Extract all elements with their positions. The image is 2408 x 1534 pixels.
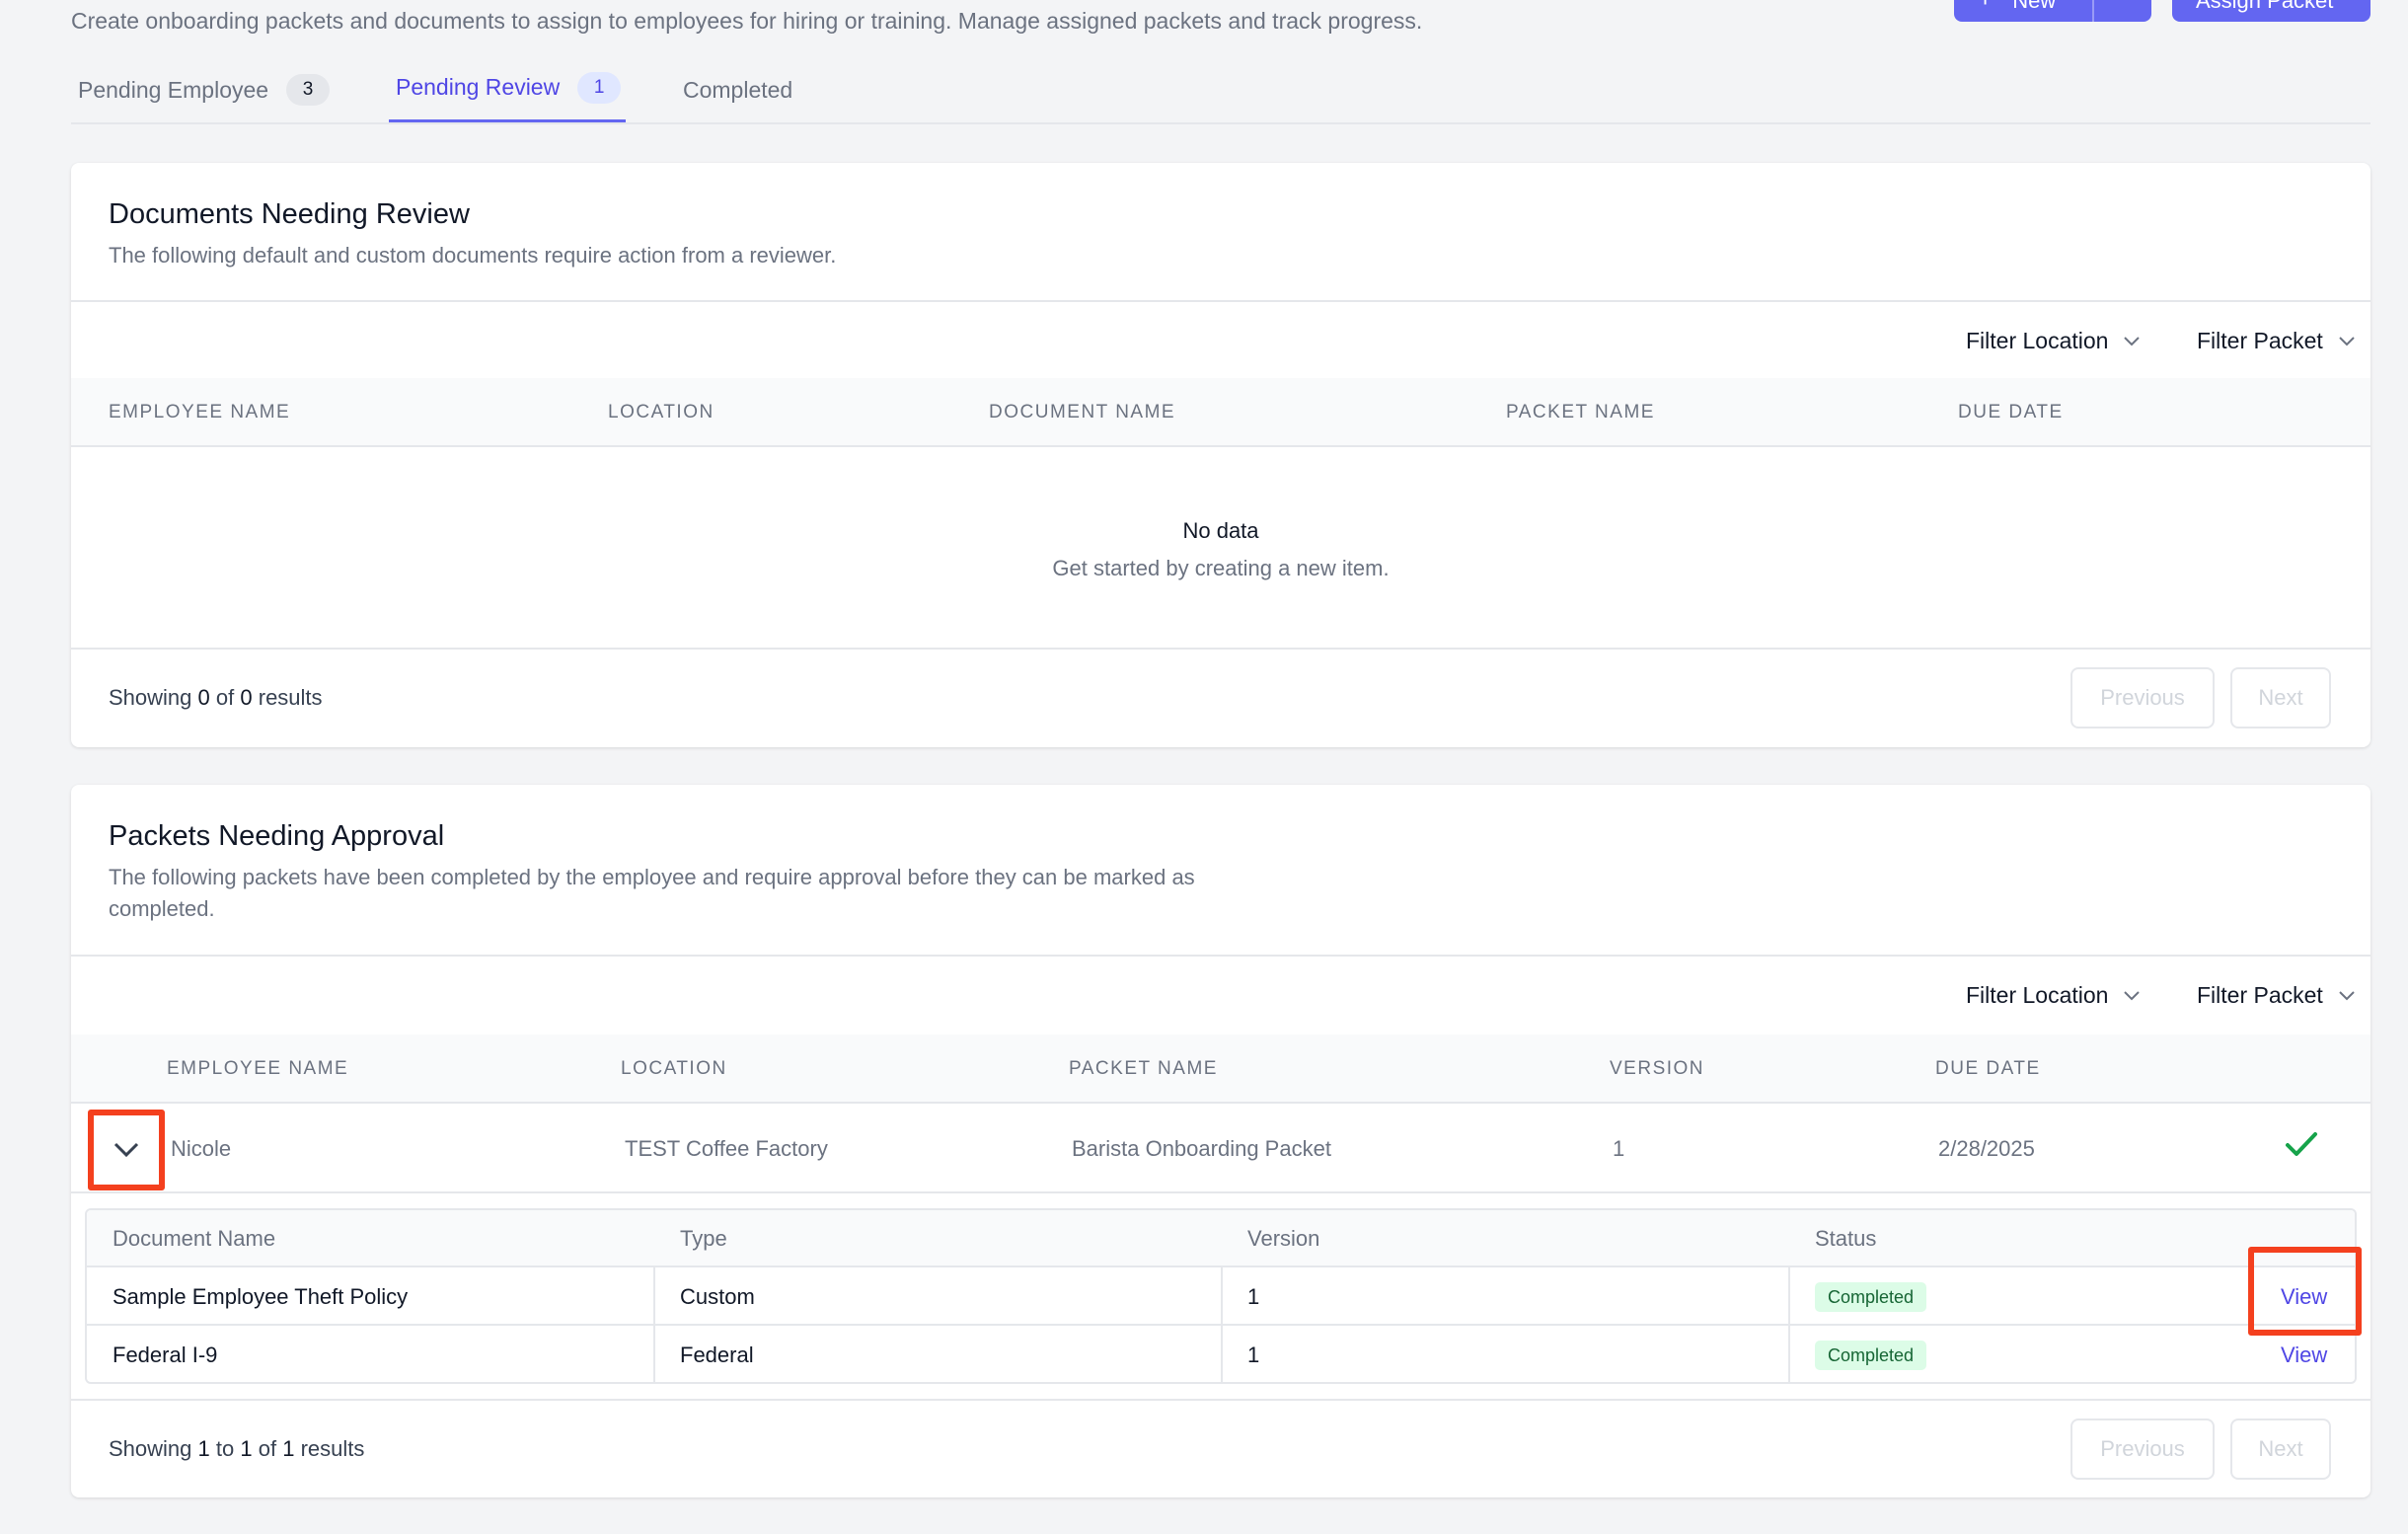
new-button[interactable]: + New <box>1954 0 2151 22</box>
results-summary: Showing 0 of 0 results <box>109 685 323 711</box>
previous-button[interactable]: Previous <box>2070 1419 2215 1480</box>
column-header: DUE DATE <box>1935 1058 2041 1079</box>
card-description: The following default and custom documen… <box>109 243 837 268</box>
next-button[interactable]: Next <box>2230 667 2331 729</box>
summary-from: 1 <box>197 1436 210 1461</box>
column-header: EMPLOYEE NAME <box>109 402 291 422</box>
tab-completed[interactable]: Completed <box>676 55 799 124</box>
filter-packet-dropdown[interactable]: Filter Packet <box>2197 328 2357 354</box>
split-divider <box>2092 0 2094 22</box>
column-header: LOCATION <box>621 1058 727 1079</box>
documents-review-card: Documents Needing Review The following d… <box>71 163 2370 747</box>
chevron-down-icon <box>2124 336 2141 345</box>
previous-button[interactable]: Previous <box>2070 667 2215 729</box>
document-row: Sample Employee Theft Policy Custom 1 Co… <box>87 1267 2355 1326</box>
filter-location-dropdown[interactable]: Filter Location <box>1966 328 2142 354</box>
card-header: Packets Needing Approval The following p… <box>71 785 2370 957</box>
summary-to: 1 <box>240 1436 253 1461</box>
tab-pending-employee[interactable]: Pending Employee 3 <box>71 55 337 124</box>
check-icon[interactable] <box>2285 1130 2318 1160</box>
view-link-highlight <box>2248 1247 2362 1336</box>
column-header: VERSION <box>1610 1058 1705 1079</box>
document-version-cell: 1 <box>1247 1342 1260 1367</box>
version-cell: 1 <box>1613 1136 1625 1161</box>
summary-from: 0 <box>197 685 210 710</box>
results-summary: Showing 1 to 1 of 1 results <box>109 1436 364 1462</box>
due-date-cell: 2/28/2025 <box>1938 1136 2035 1161</box>
filter-label: Filter Location <box>1966 982 2109 1008</box>
summary-total: 0 <box>240 685 253 710</box>
chevron-down-icon <box>2124 990 2141 1000</box>
column-header: Document Name <box>113 1226 276 1251</box>
summary-text: to <box>215 1436 235 1461</box>
card-header: Documents Needing Review The following d… <box>71 163 2370 302</box>
employee-name-cell: Nicole <box>171 1136 232 1161</box>
table-header: EMPLOYEE NAME LOCATION DOCUMENT NAME PAC… <box>71 378 2370 447</box>
table-header: EMPLOYEE NAME LOCATION PACKET NAME VERSI… <box>71 1035 2370 1104</box>
chevron-down-icon <box>2339 336 2355 345</box>
summary-text: results <box>300 1436 365 1461</box>
column-header: DUE DATE <box>1958 402 2064 422</box>
summary-text: of <box>215 685 235 710</box>
column-header: PACKET NAME <box>1506 402 1655 422</box>
document-name-cell: Federal I-9 <box>113 1342 218 1367</box>
pagination-footer: Showing 1 to 1 of 1 results Previous Nex… <box>71 1399 2370 1497</box>
tab-label: Pending Employee <box>78 76 269 103</box>
documents-subtable: Document Name Type Version Status Sample… <box>85 1208 2357 1384</box>
summary-total: 1 <box>282 1436 295 1461</box>
tab-bar: Pending Employee 3 Pending Review 1 Comp… <box>71 55 2370 124</box>
chevron-down-icon <box>2339 990 2355 1000</box>
location-cell: TEST Coffee Factory <box>625 1136 828 1161</box>
tab-label: Completed <box>683 76 793 103</box>
view-document-link[interactable]: View <box>2281 1342 2328 1367</box>
column-header: Version <box>1247 1226 1320 1251</box>
empty-state-title: No data <box>1182 518 1259 543</box>
filter-label: Filter Packet <box>2197 328 2323 353</box>
filter-location-dropdown[interactable]: Filter Location <box>1966 982 2142 1009</box>
status-badge: Completed <box>1815 1282 1927 1312</box>
document-row: Federal I-9 Federal 1 Completed View <box>87 1326 2355 1382</box>
assign-packet-label: Assign Packet <box>2196 0 2334 13</box>
chevron-down-icon <box>113 1142 139 1158</box>
status-badge: Completed <box>1815 1341 1927 1370</box>
next-button[interactable]: Next <box>2230 1419 2331 1480</box>
summary-text: Showing <box>109 685 192 710</box>
summary-text: results <box>258 685 323 710</box>
document-version-cell: 1 <box>1247 1284 1260 1309</box>
column-header: LOCATION <box>608 402 715 422</box>
view-document-link[interactable]: View <box>2281 1284 2328 1309</box>
card-description: The following packets have been complete… <box>109 865 1195 921</box>
expand-row-button[interactable] <box>88 1110 165 1190</box>
pagination-footer: Showing 0 of 0 results Previous Next <box>71 648 2370 746</box>
assign-packet-button[interactable]: Assign Packet <box>2172 0 2370 22</box>
page-subtitle: Create onboarding packets and documents … <box>71 8 1423 34</box>
plus-icon: + <box>1978 0 1993 14</box>
summary-text: Showing <box>109 1436 192 1461</box>
packet-name-cell: Barista Onboarding Packet <box>1072 1136 1331 1161</box>
table-row[interactable]: Nicole TEST Coffee Factory Barista Onboa… <box>71 1105 2370 1193</box>
filter-packet-dropdown[interactable]: Filter Packet <box>2197 982 2357 1009</box>
column-header: DOCUMENT NAME <box>989 402 1176 422</box>
tab-count-badge: 1 <box>577 71 622 104</box>
packets-approval-card: Packets Needing Approval The following p… <box>71 785 2370 1497</box>
document-type-cell: Custom <box>680 1284 755 1309</box>
filter-label: Filter Packet <box>2197 982 2323 1008</box>
tab-label: Pending Review <box>396 74 561 100</box>
column-header: Type <box>680 1226 727 1251</box>
new-button-label: New <box>2012 0 2057 13</box>
tab-count-badge: 3 <box>286 74 331 106</box>
document-name-cell: Sample Employee Theft Policy <box>113 1284 409 1309</box>
subtable-header: Document Name Type Version Status <box>87 1210 2355 1267</box>
card-title: Packets Needing Approval <box>109 820 445 852</box>
column-header: PACKET NAME <box>1069 1058 1218 1079</box>
empty-state-subtitle: Get started by creating a new item. <box>1052 556 1390 580</box>
column-header: EMPLOYEE NAME <box>167 1058 349 1079</box>
document-type-cell: Federal <box>680 1342 754 1367</box>
summary-text: of <box>258 1436 277 1461</box>
filter-label: Filter Location <box>1966 328 2109 353</box>
column-header: Status <box>1815 1226 1877 1251</box>
tab-pending-review[interactable]: Pending Review 1 <box>389 55 626 122</box>
card-title: Documents Needing Review <box>109 198 470 230</box>
